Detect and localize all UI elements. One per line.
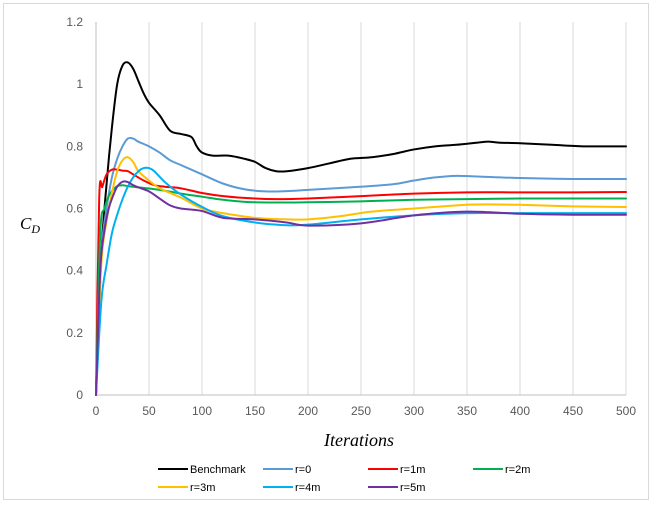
x-tick-label: 100 (192, 404, 212, 418)
x-tick-label: 0 (93, 404, 100, 418)
x-tick-label: 500 (616, 404, 636, 418)
x-tick-label: 300 (404, 404, 424, 418)
x-tick-label: 450 (563, 404, 583, 418)
x-tick-label: 400 (510, 404, 530, 418)
legend-entry-r-0: r=0 (263, 464, 311, 476)
legend-label: r=5m (400, 482, 425, 494)
series-line-r-5m (95, 180, 627, 396)
x-tick-label: 50 (142, 404, 156, 418)
x-axis-title: Iterations (323, 430, 394, 450)
x-tick-label: 150 (245, 404, 265, 418)
series-lines (95, 61, 627, 396)
legend-label: r=2m (505, 464, 530, 476)
y-tick-label: 0 (76, 388, 83, 402)
legend-label: r=0 (295, 464, 311, 476)
series-line-r-0 (95, 136, 627, 396)
legend-entry-benchmark: Benchmark (158, 464, 246, 476)
series-line-benchmark (95, 61, 627, 396)
chart-frame (3, 3, 649, 500)
legend-label: r=4m (295, 482, 320, 494)
legend-entry-r-4m: r=4m (263, 482, 320, 494)
y-tick-labels: 0 0.2 0.4 0.6 0.8 1 1.2 (66, 15, 83, 402)
series-line-r-1m (95, 168, 627, 396)
y-tick-label: 0.4 (66, 264, 83, 278)
x-tick-label: 350 (457, 404, 477, 418)
y-axis-title-main: C (20, 214, 32, 233)
x-tick-label: 250 (351, 404, 371, 418)
y-axis-title-subscript: D (30, 222, 40, 236)
y-tick-label: 0.2 (66, 326, 83, 340)
legend-label: r=1m (400, 464, 425, 476)
y-tick-label: 0.8 (66, 139, 83, 153)
y-tick-label: 0.6 (66, 202, 83, 216)
legend-label: r=3m (190, 482, 215, 494)
x-tick-labels: 0 50 100 150 200 250 300 350 400 450 500 (93, 404, 637, 418)
gridlines (148, 22, 627, 395)
y-tick-label: 1.2 (66, 15, 83, 29)
legend-entry-r-5m: r=5m (368, 482, 425, 494)
x-tick-label: 200 (298, 404, 318, 418)
legend: Benchmark r=0 r=1m r=2m r=3m r=4m r=5m (158, 464, 530, 494)
legend-entry-r-1m: r=1m (368, 464, 425, 476)
legend-entry-r-3m: r=3m (158, 482, 215, 494)
y-axis-title: CD (20, 214, 40, 236)
legend-label: Benchmark (190, 464, 246, 476)
series-line-r-3m (95, 156, 627, 396)
y-tick-label: 1 (76, 77, 83, 91)
legend-entry-r-2m: r=2m (473, 464, 530, 476)
